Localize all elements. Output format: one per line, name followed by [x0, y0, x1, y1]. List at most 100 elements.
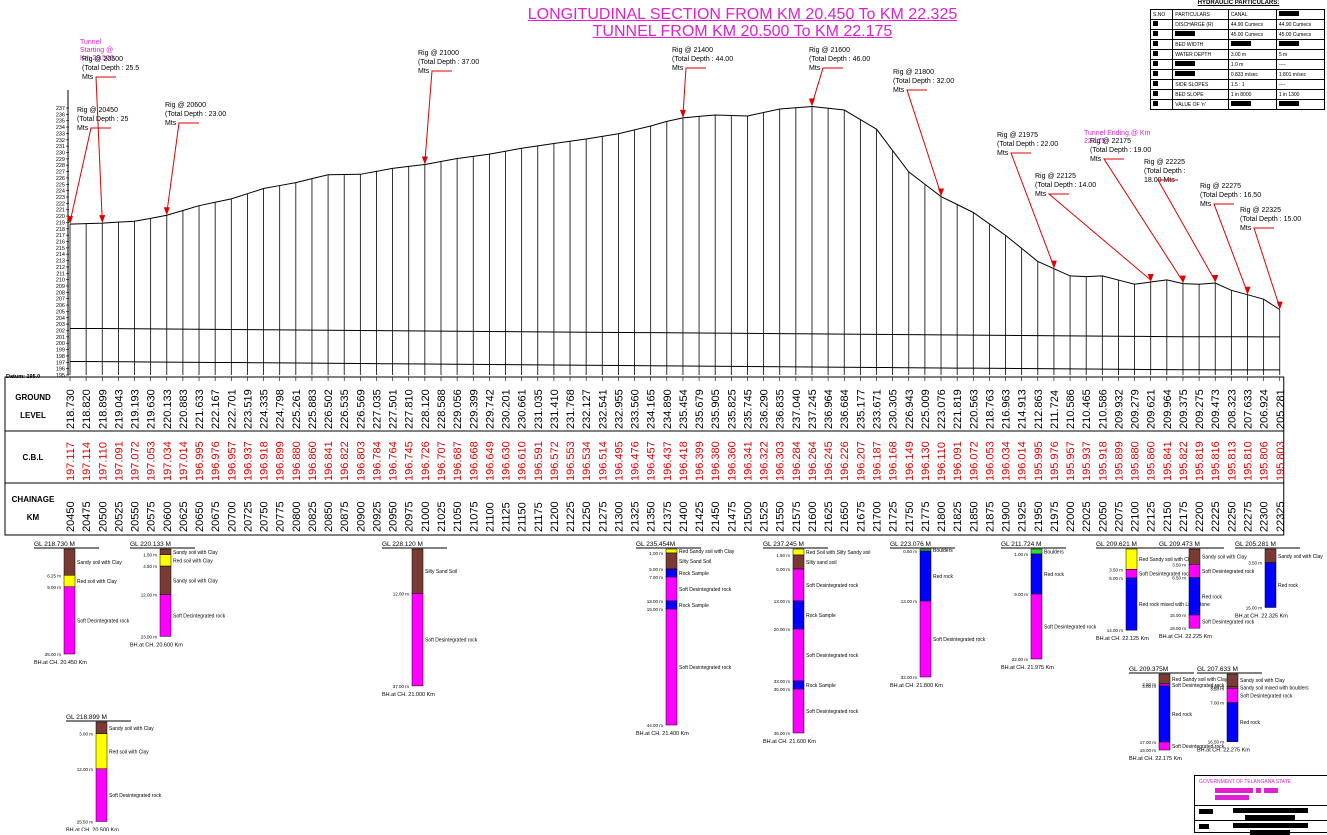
chainage-value: 22200: [1194, 501, 1206, 532]
soil-layer-label: Red Sandy soil with Clay: [1139, 557, 1195, 563]
ground-level-value: 235.745: [742, 389, 754, 429]
chainage-value: 21850: [968, 501, 980, 532]
y-tick-label: 235: [56, 119, 65, 125]
soil-layer: [1188, 577, 1201, 616]
y-tick-label: 208: [56, 290, 65, 296]
borehole-log: GL 218.730 M Sandy soil with Clay 6.25 m Re…: [34, 541, 130, 666]
rig-depth: (Total Depth : 19.00: [1090, 147, 1151, 154]
chainage-value: 22250: [1226, 501, 1238, 532]
rig-label: Rig @ 22125: [1035, 173, 1076, 180]
rig-unit: Mts: [1035, 191, 1047, 198]
cbl-value: 196.860: [307, 441, 319, 481]
soil-layer: [792, 600, 805, 630]
cbl-value: 196.072: [968, 441, 980, 481]
borehole-log: GL 209.473 M Sandy soil with Clay 3.50 m So…: [1159, 541, 1255, 640]
ground-level-value: 212.863: [1033, 389, 1045, 429]
chainage-value: 20625: [178, 501, 190, 532]
soil-layer-label: Soft Desintegrated rock: [1202, 569, 1255, 575]
layer-depth: 46.00 m: [774, 731, 791, 736]
ground-level-value: 222.701: [226, 389, 238, 429]
soil-layer-label: Sandy soil mixed with boulders: [1240, 685, 1309, 691]
soil-layer-label: Soft Desintegrated rock: [1044, 625, 1097, 631]
soil-layer-label: Soft Desintegrated rock: [933, 637, 986, 643]
rig-unit: Mts: [77, 125, 89, 132]
soil-layer-label: Silty Sand Soil: [679, 559, 711, 565]
y-tick-label: 230: [56, 151, 65, 157]
cbl-value: 197.114: [81, 442, 93, 481]
soil-layer: [665, 600, 678, 610]
arrow-head-icon: [421, 156, 428, 165]
ground-level-value: 235.825: [726, 389, 738, 429]
soil-layer: [95, 768, 108, 822]
borehole-log: GL 209.375M Red Sandy soil with Clay 2.50 …: [1129, 666, 1228, 762]
soil-layer: [1030, 593, 1043, 660]
cbl-value: 196.553: [565, 441, 577, 481]
soil-layer: [919, 550, 932, 602]
ground-level-value: 231.768: [565, 389, 577, 429]
cbl-value: 196.995: [194, 441, 206, 481]
rig-depth: (Total Depth : 14.00: [1035, 182, 1096, 189]
government-label: GOVERNMENT OF TELANGANA STATE: [1199, 779, 1292, 785]
ground-level-value: 211.724: [1049, 390, 1061, 429]
soil-layer-label: Soft Desintegrated rock: [806, 709, 859, 715]
cbl-value: 197.117: [65, 442, 77, 481]
ground-level-value: 236.835: [775, 389, 787, 429]
y-tick-label: 198: [56, 354, 65, 360]
ground-level-value: 225.883: [307, 389, 319, 429]
chainage-value: 20825: [307, 501, 319, 532]
chainage-value: 20700: [226, 501, 238, 532]
soil-layer: [159, 554, 172, 567]
title-line-1: LONGITUDINAL SECTION FROM KM 20.450 To K…: [527, 6, 958, 23]
cbl-value: 196.226: [839, 441, 851, 481]
borehole-caption: BH.at CH. 21.600 Km: [763, 739, 816, 745]
layer-depth: 1.00 m: [1014, 552, 1028, 557]
cbl-value: 195.841: [1162, 441, 1174, 481]
rig-unit: Mts: [165, 120, 177, 127]
borehole-caption: BH.at CH. 21.000 Km: [382, 692, 435, 698]
chainage-value: 21475: [726, 501, 738, 532]
rig-unit: Mts: [1090, 156, 1102, 163]
cbl-value: 196.476: [630, 441, 642, 481]
rig-depth: (Total Depth : 25.5: [82, 65, 139, 72]
leader-line: [1157, 179, 1216, 282]
soil-layer: [665, 568, 678, 578]
y-tick-label: 218: [56, 227, 65, 233]
ground-level-value: 228.588: [436, 389, 448, 429]
leader-line: [1047, 193, 1152, 281]
chainage-value: 21900: [1001, 501, 1013, 532]
layer-depth: 12.00 m: [77, 767, 94, 772]
soil-layer: [792, 548, 805, 556]
layer-depth: 1.50 m: [143, 553, 157, 558]
borehole-ground-level: GL 228.120 M: [382, 541, 423, 548]
chainage-value: 21625: [823, 501, 835, 532]
cbl-value: 196.687: [452, 441, 464, 481]
borehole-caption: BH.at CH. 20.600 Km: [130, 642, 183, 648]
cbl-value: 196.303: [775, 441, 787, 481]
ground-level-value: 220.563: [968, 389, 980, 429]
soil-layer: [665, 548, 678, 554]
ground-level-value: 209.964: [1162, 389, 1174, 429]
chainage-value: 21375: [662, 501, 674, 532]
soil-layer-label: Red Sandy soil with Clay: [1172, 677, 1228, 683]
soil-layer: [1226, 688, 1239, 703]
soil-layer: [63, 575, 76, 588]
y-tick-label: 236: [56, 112, 65, 118]
ground-level-value: 225.009: [920, 389, 932, 429]
layer-depth: 7.00 m: [1210, 701, 1224, 706]
ground-level-value: 207.633: [1242, 389, 1254, 429]
y-tick-label: 220: [56, 214, 65, 220]
chainage-value: 21100: [484, 502, 496, 532]
ground-level-value: 220.133: [162, 389, 174, 429]
soil-layer-label: Sandy soil with Clay: [1202, 555, 1247, 561]
ground-level-value: 214.913: [1017, 389, 1029, 429]
y-tick-label: 228: [56, 163, 65, 169]
ground-level-value: 228.120: [420, 389, 432, 429]
soil-layer: [792, 680, 805, 690]
cbl-value: 196.822: [339, 441, 351, 481]
chainage-label: CHAINAGE: [12, 495, 55, 504]
arrow-head-icon: [67, 216, 73, 225]
ground-level-value: 236.290: [759, 389, 771, 429]
y-tick-label: 237: [56, 106, 65, 112]
layer-depth: 3.00 m: [1142, 684, 1156, 689]
chainage-value: 21650: [839, 501, 851, 532]
